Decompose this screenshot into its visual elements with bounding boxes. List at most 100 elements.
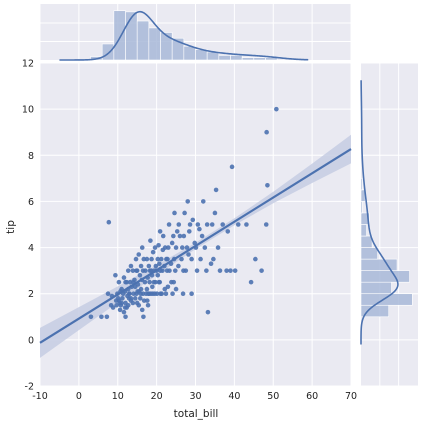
scatter-point — [202, 245, 208, 250]
histogram-bar — [148, 27, 161, 61]
scatter-point — [177, 233, 183, 239]
x-tick-label: 70 — [345, 391, 357, 402]
scatter-point — [152, 245, 158, 250]
histogram-bar — [360, 247, 378, 260]
scatter-point — [152, 291, 157, 297]
scatter-point — [144, 298, 150, 303]
scatter-point — [213, 187, 219, 193]
scatter-point — [186, 229, 192, 234]
scatter-point — [211, 256, 216, 262]
scatter-point — [144, 286, 150, 292]
scatter-point — [138, 286, 144, 292]
scatter-point — [181, 268, 186, 273]
scatter-point — [172, 268, 178, 273]
scatter-point — [200, 199, 206, 204]
scatter-point — [113, 272, 118, 278]
scatter-point — [217, 268, 223, 273]
scatter-point — [119, 300, 124, 306]
scatter-point — [163, 291, 169, 297]
top-kde-curve — [59, 10, 309, 61]
scatter-point — [190, 217, 196, 223]
scatter-point — [159, 291, 164, 297]
scatter-point — [235, 222, 241, 227]
x-tick-label: 60 — [306, 391, 318, 402]
scatter-point — [208, 261, 214, 267]
scatter-point — [150, 249, 156, 255]
scatter-point — [264, 129, 269, 135]
histogram-bar — [113, 10, 126, 61]
scatter-point — [215, 245, 221, 250]
scatter-point — [128, 296, 134, 301]
scatter-point — [132, 296, 138, 301]
scatter-point — [88, 314, 94, 320]
scatter-point — [125, 268, 131, 273]
y-tick-label: 2 — [28, 289, 34, 300]
scatter-point — [153, 263, 159, 269]
y-tick-label: -2 — [25, 382, 34, 393]
x-tick-label: 10 — [112, 391, 124, 402]
scatter-point — [136, 302, 142, 308]
scatter-point — [155, 256, 161, 262]
top-histogram — [90, 10, 278, 61]
kde-line — [360, 80, 399, 345]
scatter-point — [184, 245, 190, 250]
scatter-point — [105, 291, 111, 297]
scatter-point — [147, 279, 152, 285]
histogram-bar — [360, 270, 410, 283]
scatter-point — [228, 268, 233, 273]
scatter-point — [140, 268, 146, 273]
scatter-point — [192, 240, 198, 246]
scatter-point — [167, 268, 172, 273]
right-marginal-area — [361, 63, 418, 386]
histogram-bar — [253, 57, 266, 61]
histogram-bar — [218, 55, 231, 61]
scatter-point — [110, 305, 116, 310]
y-tick-label: 10 — [22, 105, 34, 116]
scatter-point — [225, 229, 231, 234]
scatter-point — [128, 263, 134, 269]
scatter-point — [165, 256, 170, 262]
scatter-point — [149, 256, 154, 262]
scatter-point — [170, 291, 175, 297]
x-axis-label: total_bill — [174, 408, 219, 420]
scatter-point — [186, 252, 191, 257]
main-grid — [39, 62, 352, 387]
scatter-point — [165, 284, 171, 290]
scatter-point — [244, 222, 249, 227]
scatter-point — [165, 245, 171, 250]
kde-line — [59, 10, 309, 61]
scatter-point — [173, 286, 179, 292]
scatter-point — [198, 256, 203, 262]
scatter-point — [212, 210, 218, 216]
histogram-bar — [360, 258, 398, 271]
scatter-point — [180, 291, 186, 297]
histogram-bar — [101, 43, 115, 61]
scatter-point — [121, 275, 127, 280]
scatter-point — [176, 222, 182, 227]
histogram-bar — [160, 32, 173, 61]
histogram-bar — [360, 235, 373, 248]
right-kde-curve — [360, 80, 399, 345]
scatter-point — [174, 229, 180, 234]
scatter-point — [139, 245, 145, 250]
y-tick-label: 4 — [28, 243, 34, 254]
x-tick-label: 50 — [267, 391, 279, 402]
scatter-point — [145, 302, 151, 308]
scatter-point — [123, 279, 128, 285]
scatter-point — [135, 289, 140, 294]
scatter-point — [142, 279, 148, 285]
scatter-point — [199, 233, 205, 239]
histogram-bar — [360, 212, 370, 225]
scatter-point — [189, 256, 194, 262]
scatter-point — [171, 233, 176, 239]
scatter-point — [263, 222, 269, 227]
scatter-point — [232, 268, 238, 273]
histogram-bar — [195, 49, 208, 61]
scatter-point — [176, 263, 181, 269]
scatter-point — [169, 279, 174, 285]
y-tick-labels: -2 0 2 4 6 8 10 12 — [22, 59, 34, 393]
scatter-point — [259, 268, 264, 273]
scatter-point — [99, 314, 104, 320]
scatter-point — [205, 309, 211, 315]
scatter-point — [120, 296, 125, 301]
